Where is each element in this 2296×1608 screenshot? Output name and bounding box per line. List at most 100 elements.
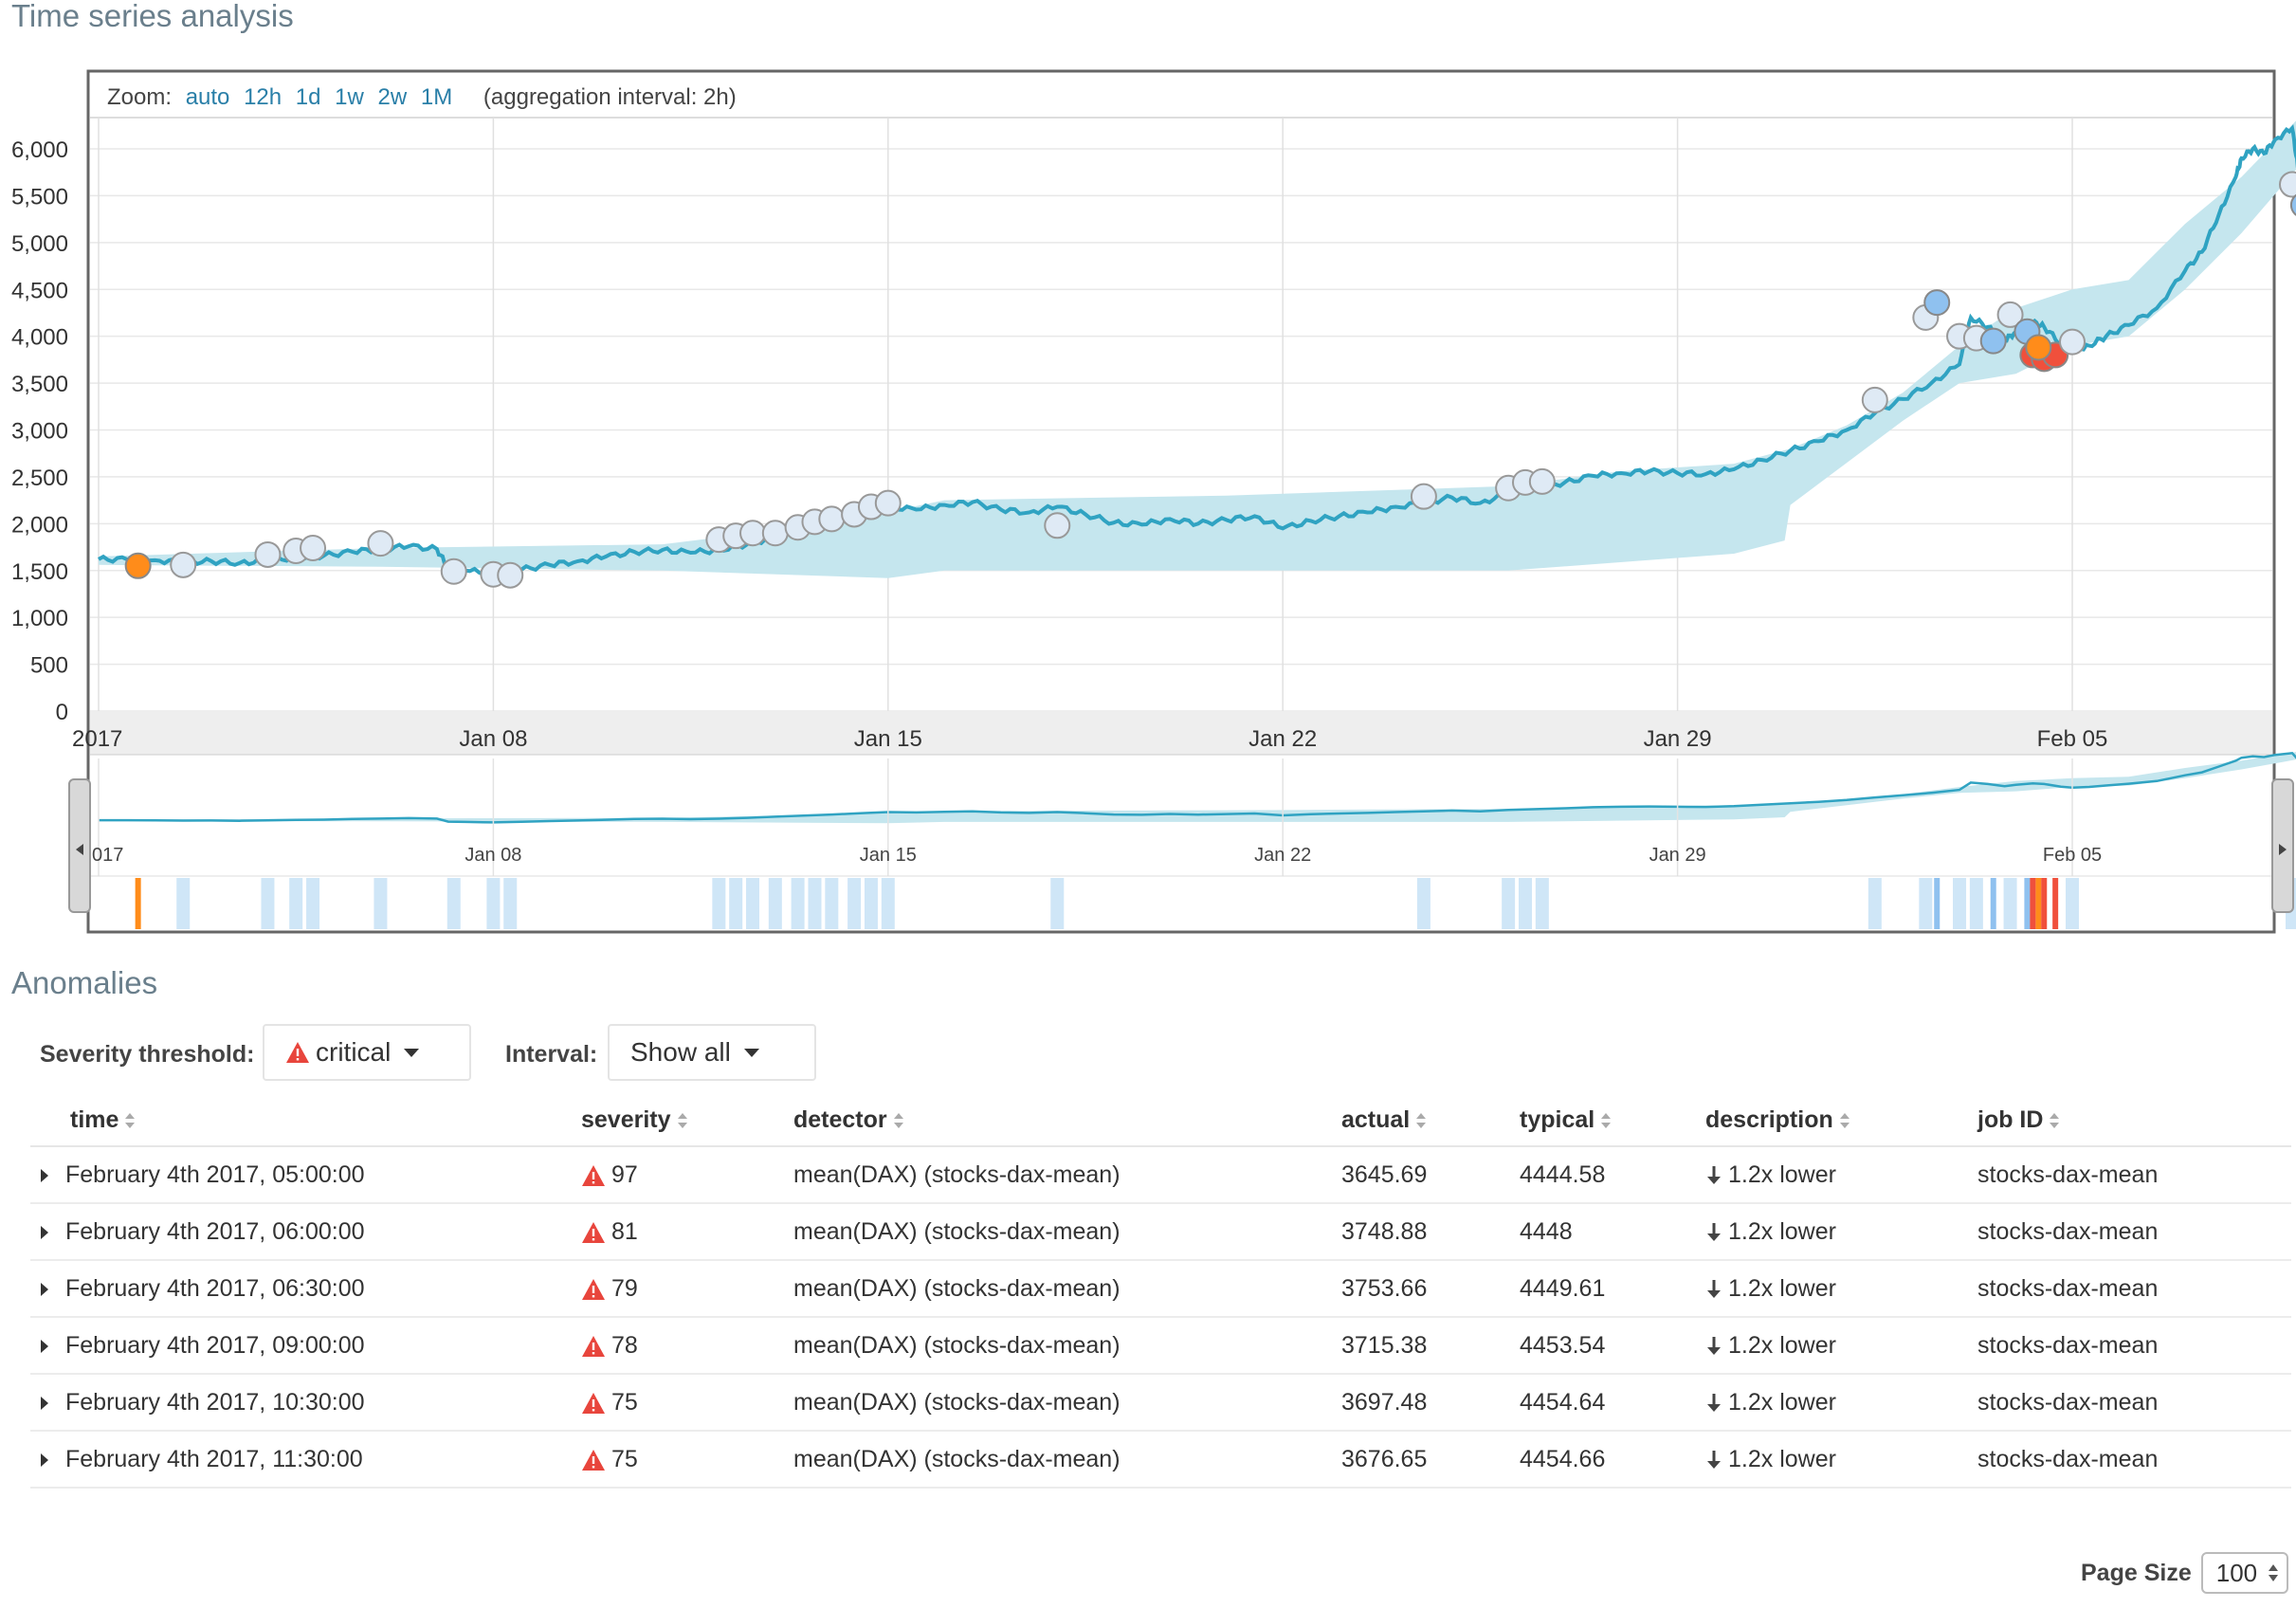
anomaly-marker-low[interactable]	[761, 520, 789, 547]
brush-handle-right[interactable]	[2271, 778, 2294, 913]
brush-handle-left[interactable]	[68, 778, 91, 913]
anomaly-marker-low[interactable]	[1044, 512, 1071, 539]
swimlane[interactable]	[135, 878, 2296, 929]
swimlane-cell-critical[interactable]	[2052, 878, 2059, 929]
zoom-auto[interactable]: auto	[186, 84, 230, 110]
swimlane-cell-low[interactable]	[712, 878, 726, 929]
column-header-detector[interactable]: detector	[793, 1094, 1340, 1147]
swimlane-cell-minor[interactable]	[1934, 878, 1941, 929]
anomaly-marker-low[interactable]	[440, 557, 467, 585]
column-header-severity[interactable]: severity	[580, 1094, 793, 1147]
severity-threshold-dropdown[interactable]: critical	[263, 1024, 471, 1081]
table-header: time severity detector actual typical descrip…	[30, 1094, 2291, 1147]
zoom-1w[interactable]: 1w	[335, 84, 364, 110]
swimlane-cell-low[interactable]	[825, 878, 839, 929]
interval-value: Show all	[630, 1037, 731, 1067]
swimlane-cell-low[interactable]	[2003, 878, 2017, 929]
column-header-time[interactable]: time	[30, 1094, 580, 1147]
swimlane-cell-major[interactable]	[2035, 878, 2042, 929]
swimlane-cell-critical[interactable]	[2041, 878, 2048, 929]
anomaly-marker-low[interactable]	[254, 540, 282, 568]
swimlane-cell-low[interactable]	[881, 878, 895, 929]
swimlane-cell-low[interactable]	[2066, 878, 2079, 929]
swimlane-cell-low[interactable]	[503, 878, 518, 929]
column-header-description[interactable]: description	[1704, 1094, 1977, 1147]
column-header-label: severity	[581, 1106, 671, 1133]
table-row[interactable]: February 4th 2017, 11:30:00 75 mean(DAX) (…	[30, 1431, 2291, 1489]
anomaly-marker-low[interactable]	[818, 505, 846, 533]
arrow-down-icon	[1707, 1336, 1721, 1355]
context-x-tick-label: Jan 08	[465, 845, 521, 866]
swimlane-cell-low[interactable]	[746, 878, 760, 929]
context-chart[interactable]: 017 Jan 08 Jan 15 Jan 22 Jan 29 Feb 05	[92, 751, 2296, 876]
anomaly-marker-low[interactable]	[300, 535, 327, 562]
expand-row-icon[interactable]	[41, 1396, 48, 1410]
swimlane-cell-low[interactable]	[1416, 878, 1430, 929]
swimlane-cell-low[interactable]	[486, 878, 501, 929]
zoom-1M[interactable]: 1M	[421, 84, 452, 110]
table-row[interactable]: February 4th 2017, 06:00:00 81 mean(DAX) (…	[30, 1203, 2291, 1261]
swimlane-cell-low[interactable]	[261, 878, 275, 929]
swimlane-cell-low[interactable]	[729, 878, 743, 929]
column-header-job-id[interactable]: job ID	[1977, 1094, 2291, 1147]
expand-row-icon[interactable]	[41, 1339, 48, 1353]
swimlane-cell-low[interactable]	[1953, 878, 1967, 929]
expand-row-icon[interactable]	[41, 1282, 48, 1296]
anomaly-marker-low[interactable]	[367, 530, 394, 557]
swimlane-cell-low[interactable]	[808, 878, 822, 929]
swimlane-cell-low[interactable]	[1535, 878, 1549, 929]
expand-row-icon[interactable]	[41, 1453, 48, 1467]
anomaly-marker-low[interactable]	[2278, 171, 2296, 198]
interval-dropdown[interactable]: Show all	[608, 1024, 816, 1081]
swimlane-cell-low[interactable]	[1050, 878, 1065, 929]
swimlane-cell-low[interactable]	[1868, 878, 1882, 929]
anomaly-marker-minor[interactable]	[1923, 289, 1951, 317]
swimlane-cell-low[interactable]	[791, 878, 805, 929]
swimlane-cell-low[interactable]	[864, 878, 878, 929]
column-header-actual[interactable]: actual	[1340, 1094, 1519, 1147]
swimlane-cell-low[interactable]	[176, 878, 191, 929]
anomaly-marker-low[interactable]	[1410, 483, 1437, 510]
swimlane-cell-low[interactable]	[1518, 878, 1532, 929]
expand-row-icon[interactable]	[41, 1225, 48, 1239]
anomaly-marker-minor[interactable]	[2289, 192, 2296, 217]
zoom-1d[interactable]: 1d	[296, 84, 321, 110]
anomaly-marker-low[interactable]	[1861, 386, 1888, 413]
anomaly-marker-low[interactable]	[170, 551, 197, 578]
table-row[interactable]: February 4th 2017, 10:30:00 75 mean(DAX) (…	[30, 1374, 2291, 1432]
swimlane-cell-low[interactable]	[374, 878, 388, 929]
description-value: 1.2x lower	[1728, 1217, 1836, 1245]
anomaly-marker-low[interactable]	[1528, 467, 1556, 495]
swimlane-cell-low[interactable]	[289, 878, 303, 929]
table-row[interactable]: February 4th 2017, 06:30:00 79 mean(DAX) (…	[30, 1260, 2291, 1318]
swimlane-cell-low[interactable]	[306, 878, 320, 929]
swimlane-cell-low[interactable]	[847, 878, 862, 929]
table-row[interactable]: February 4th 2017, 09:00:00 78 mean(DAX) (…	[30, 1317, 2291, 1375]
anomaly-marker-minor[interactable]	[1979, 327, 2007, 355]
zoom-2w[interactable]: 2w	[378, 84, 408, 110]
aggregation-interval: (aggregation interval: 2h)	[483, 84, 737, 110]
anomaly-marker-low[interactable]	[739, 520, 767, 547]
swimlane-cell-low[interactable]	[1502, 878, 1516, 929]
swimlane-cell-minor[interactable]	[2024, 878, 2031, 929]
anomaly-marker-major[interactable]	[2025, 334, 2052, 361]
anomaly-marker-low[interactable]	[2059, 328, 2086, 356]
column-header-typical[interactable]: typical	[1519, 1094, 1704, 1147]
swimlane-cell-low[interactable]	[1919, 878, 1933, 929]
swimlane-cell-minor[interactable]	[1990, 878, 1996, 929]
table-row[interactable]: February 4th 2017, 05:00:00 97 mean(DAX) (…	[30, 1146, 2291, 1204]
anomaly-markers[interactable]	[124, 171, 2296, 589]
description-cell: 1.2x lower	[1704, 1374, 1977, 1432]
anomaly-marker-low[interactable]	[497, 561, 524, 589]
anomaly-marker-major[interactable]	[124, 552, 152, 579]
swimlane-cell-major[interactable]	[135, 878, 141, 929]
expand-row-icon[interactable]	[41, 1168, 48, 1182]
anomaly-marker-low[interactable]	[1996, 301, 2024, 328]
zoom-12h[interactable]: 12h	[244, 84, 282, 110]
swimlane-cell-critical[interactable]	[2030, 878, 2036, 929]
swimlane-cell-low[interactable]	[446, 878, 461, 929]
page-size-select[interactable]: 100	[2200, 1552, 2288, 1594]
swimlane-cell-low[interactable]	[1969, 878, 1983, 929]
swimlane-cell-low[interactable]	[768, 878, 782, 929]
anomaly-marker-low[interactable]	[874, 489, 902, 517]
